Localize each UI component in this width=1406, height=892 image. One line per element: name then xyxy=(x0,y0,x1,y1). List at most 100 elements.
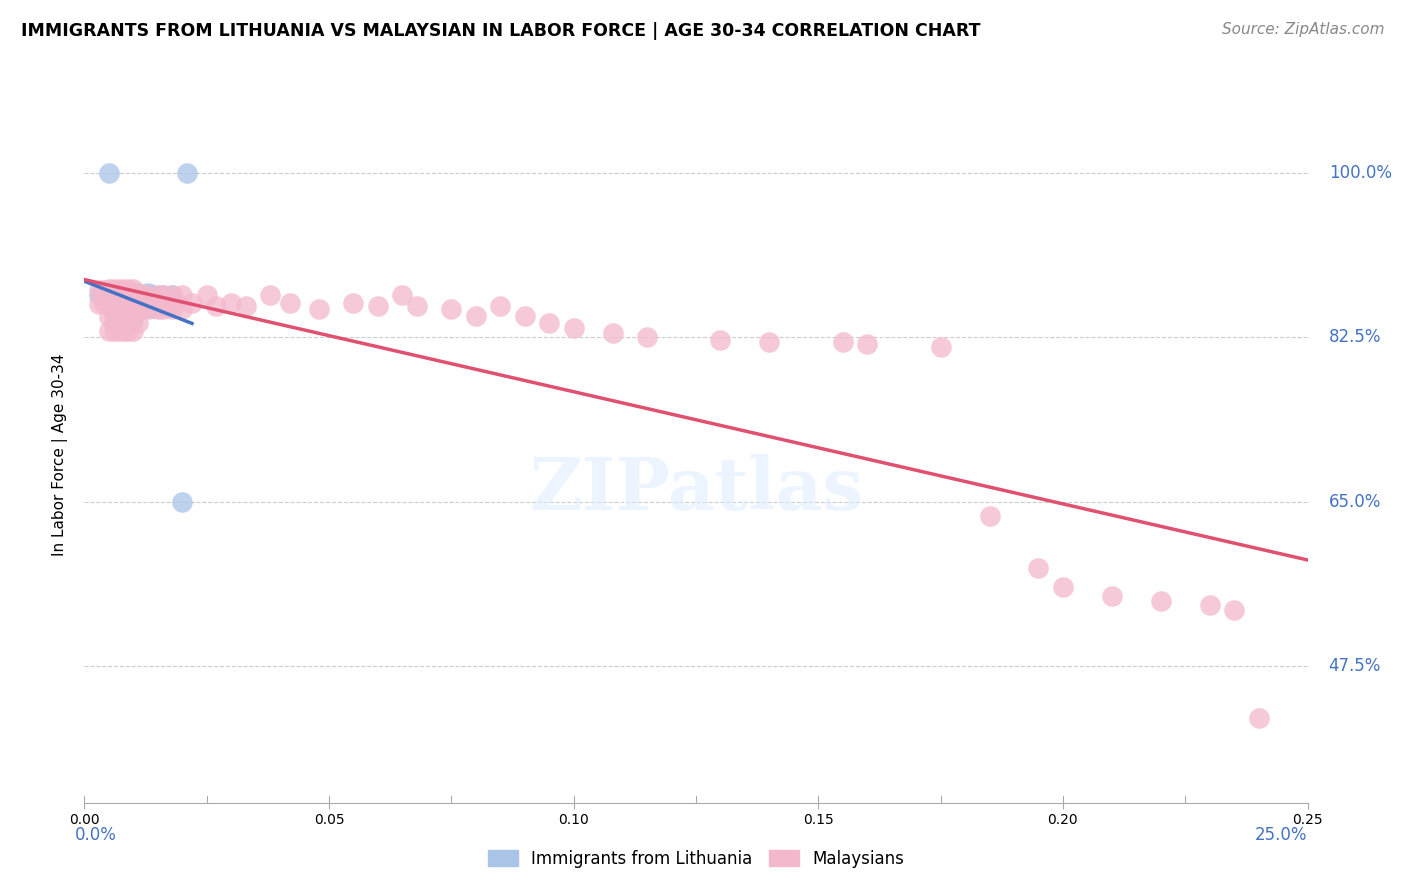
Point xyxy=(122,295,145,310)
Point xyxy=(107,324,129,338)
Point xyxy=(152,288,174,302)
Text: 65.0%: 65.0% xyxy=(1329,493,1381,511)
Point xyxy=(132,302,155,317)
Point xyxy=(93,284,115,298)
Point xyxy=(117,295,139,310)
Text: 82.5%: 82.5% xyxy=(1329,328,1381,346)
Point xyxy=(142,301,165,316)
Point xyxy=(342,295,364,310)
Point xyxy=(146,302,169,317)
Text: 0.0%: 0.0% xyxy=(75,826,117,845)
Point xyxy=(122,288,145,302)
Point xyxy=(181,295,204,310)
Text: 25.0%: 25.0% xyxy=(1256,826,1308,845)
Point xyxy=(117,281,139,295)
Point xyxy=(709,333,731,347)
Point xyxy=(103,324,125,338)
Point xyxy=(219,295,242,310)
Point xyxy=(136,302,159,317)
Point xyxy=(172,288,194,302)
Point xyxy=(112,313,135,327)
Point xyxy=(103,295,125,310)
Point xyxy=(107,288,129,302)
Point xyxy=(602,326,624,340)
Point xyxy=(1150,593,1173,607)
Point xyxy=(107,302,129,317)
Point xyxy=(87,288,110,302)
Point xyxy=(1198,599,1220,613)
Point xyxy=(142,288,165,302)
Point xyxy=(103,288,125,302)
Point xyxy=(195,288,218,302)
Point xyxy=(979,509,1001,524)
Point xyxy=(406,299,429,313)
Text: Source: ZipAtlas.com: Source: ZipAtlas.com xyxy=(1222,22,1385,37)
Point xyxy=(1223,603,1246,617)
Point xyxy=(122,299,145,313)
Point xyxy=(1052,580,1074,594)
Point xyxy=(162,288,184,302)
Point xyxy=(513,309,536,323)
Point xyxy=(136,288,159,302)
Point xyxy=(112,295,135,310)
Point xyxy=(538,316,561,330)
Text: IMMIGRANTS FROM LITHUANIA VS MALAYSIAN IN LABOR FORCE | AGE 30-34 CORRELATION CH: IMMIGRANTS FROM LITHUANIA VS MALAYSIAN I… xyxy=(21,22,980,40)
Point xyxy=(127,301,149,316)
Text: 100.0%: 100.0% xyxy=(1329,164,1392,182)
Point xyxy=(464,309,486,323)
Point xyxy=(127,286,149,301)
Point xyxy=(440,302,463,317)
Point xyxy=(1247,711,1270,725)
Point xyxy=(132,302,155,317)
Point xyxy=(127,302,149,317)
Point xyxy=(152,288,174,302)
Point xyxy=(117,324,139,338)
Point xyxy=(122,281,145,295)
Point xyxy=(562,321,585,335)
Point xyxy=(166,295,188,310)
Point xyxy=(308,302,330,317)
Point xyxy=(112,310,135,324)
Point xyxy=(87,297,110,311)
Point xyxy=(117,299,139,313)
Point xyxy=(103,310,125,324)
Point xyxy=(172,302,194,317)
Point xyxy=(97,281,120,295)
Point xyxy=(117,314,139,328)
Point xyxy=(391,288,413,302)
Point xyxy=(97,310,120,324)
Y-axis label: In Labor Force | Age 30-34: In Labor Force | Age 30-34 xyxy=(52,353,69,557)
Point xyxy=(172,495,194,509)
Legend: Immigrants from Lithuania, Malaysians: Immigrants from Lithuania, Malaysians xyxy=(481,843,911,874)
Point xyxy=(176,166,198,180)
Point xyxy=(97,295,120,310)
Point xyxy=(162,302,184,317)
Point xyxy=(758,335,780,350)
Point xyxy=(112,288,135,302)
Point xyxy=(1101,589,1123,603)
Point xyxy=(367,299,389,313)
Text: ZIPatlas: ZIPatlas xyxy=(529,454,863,525)
Point xyxy=(152,302,174,317)
Point xyxy=(107,295,129,310)
Point xyxy=(97,324,120,338)
Point xyxy=(636,330,658,344)
Point xyxy=(117,285,139,300)
Point xyxy=(132,288,155,302)
Point xyxy=(162,288,184,302)
Point xyxy=(278,295,301,310)
Point xyxy=(259,288,281,302)
Point xyxy=(142,295,165,310)
Point xyxy=(117,310,139,324)
Point xyxy=(112,281,135,295)
Point xyxy=(122,324,145,338)
Point xyxy=(97,166,120,180)
Point xyxy=(122,313,145,327)
Point xyxy=(112,299,135,313)
Point xyxy=(205,299,228,313)
Point xyxy=(107,281,129,295)
Point xyxy=(136,286,159,301)
Point xyxy=(156,295,179,310)
Point xyxy=(1028,560,1050,574)
Point xyxy=(132,288,155,302)
